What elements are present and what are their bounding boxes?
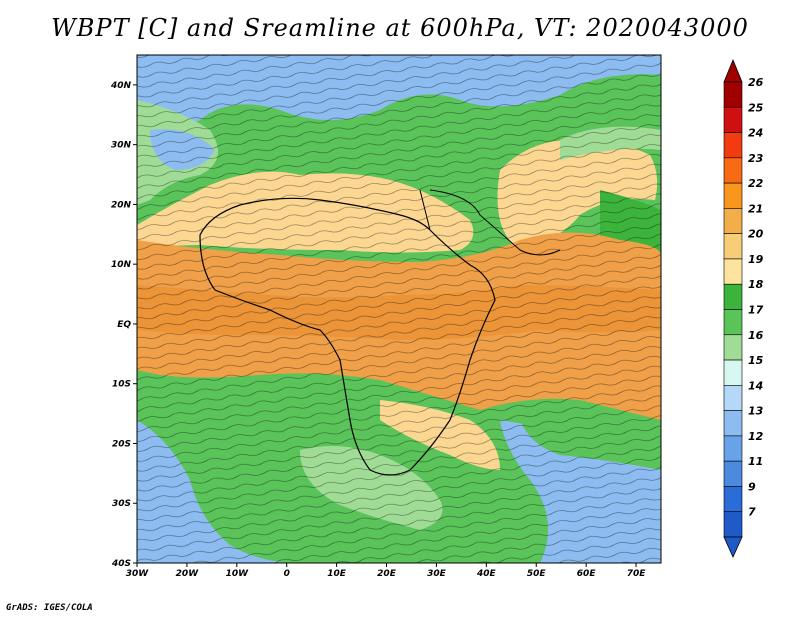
lon-label: 0: [284, 569, 290, 579]
colorbar-level-label: 13: [748, 405, 764, 418]
lat-label: 40N: [110, 81, 132, 91]
colorbar-level-label: 23: [748, 152, 764, 165]
colorbar-level-label: 19: [748, 253, 764, 266]
lon-label: 40E: [476, 569, 497, 579]
colorbar-swatch: [723, 233, 743, 260]
colorbar-swatch: [723, 132, 743, 159]
colorbar-swatch: [723, 157, 743, 184]
lon-label: 10W: [226, 569, 250, 579]
colorbar-level-label: 7: [748, 506, 756, 519]
lat-label: 40S: [111, 559, 131, 569]
colorbar-level-label: 18: [748, 278, 764, 291]
lon-label: 50E: [527, 569, 547, 579]
colorbar-level-label: 12: [748, 430, 764, 443]
lon-label: 20W: [176, 569, 200, 579]
colorbar-level-label: 9: [748, 480, 756, 493]
colorbar-level-label: 26: [748, 76, 764, 89]
colorbar-swatch: [723, 334, 743, 361]
colorbar-level-label: 21: [748, 202, 763, 215]
colorbar-level-label: 16: [748, 329, 764, 342]
colorbar-level-label: 24: [748, 127, 763, 140]
colorbar-swatch: [723, 258, 743, 285]
credit-label: GrADS: IGES/COLA: [6, 603, 93, 613]
lat-label: 30S: [112, 499, 131, 509]
colorbar-level-label: 11: [748, 455, 763, 468]
colorbar: 26 25 24 23 22 21 20 19 18 17 16 15 14 13 12 11 9 7: [723, 58, 764, 558]
lat-label: EQ: [117, 320, 131, 330]
colorbar-level-label: 15: [748, 354, 764, 367]
colorbar-top-arrow: [723, 58, 743, 83]
lon-label: 30W: [126, 569, 150, 579]
colorbar-swatch: [723, 486, 743, 513]
colorbar-swatch: [723, 435, 743, 462]
wbpt-field: [137, 55, 661, 563]
lat-label: 10N: [111, 260, 132, 270]
lat-label: 20S: [112, 439, 131, 449]
colorbar-level-label: 14: [748, 379, 763, 392]
colorbar-level-label: 22: [748, 177, 764, 190]
colorbar-swatch: [723, 283, 743, 310]
colorbar-swatch: [723, 106, 743, 133]
map-figure: 40N 30N 20N 10N EQ 10S 20S 30S 40S 30W 20W 10W 0 10E…: [110, 54, 764, 579]
lat-label: 30N: [111, 141, 132, 151]
lon-label: 60E: [577, 569, 597, 579]
colorbar-swatch: [723, 460, 743, 487]
colorbar-level-label: 17: [748, 304, 764, 317]
lon-label: 10E: [327, 569, 347, 579]
lon-label: 20E: [377, 569, 397, 579]
lat-label: 20N: [111, 200, 132, 210]
longitude-axis: 30W 20W 10W 0 10E 20E 30E 40E 50E 60E 70E: [126, 563, 646, 579]
colorbar-swatch: [723, 182, 743, 209]
lon-label: 70E: [627, 569, 647, 579]
lat-label: 10S: [112, 380, 131, 390]
colorbar-swatch: [723, 81, 743, 108]
colorbar-swatch: [723, 208, 743, 234]
colorbar-level-label: 20: [748, 228, 764, 241]
colorbar-bottom-arrow: [723, 536, 743, 558]
colorbar-swatch: [723, 410, 743, 437]
colorbar-swatch: [723, 359, 743, 386]
map-title: WBPT [C] and Sreamline at 600hPa, VT: 20…: [51, 14, 749, 42]
colorbar-swatch: [723, 385, 743, 411]
colorbar-level-label: 25: [748, 101, 764, 114]
colorbar-swatch: [723, 309, 743, 336]
lon-label: 30E: [427, 569, 447, 579]
colorbar-swatch: [723, 511, 743, 538]
map-frame: [136, 54, 662, 564]
latitude-axis: 40N 30N 20N 10N EQ 10S 20S 30S 40S: [110, 81, 137, 569]
